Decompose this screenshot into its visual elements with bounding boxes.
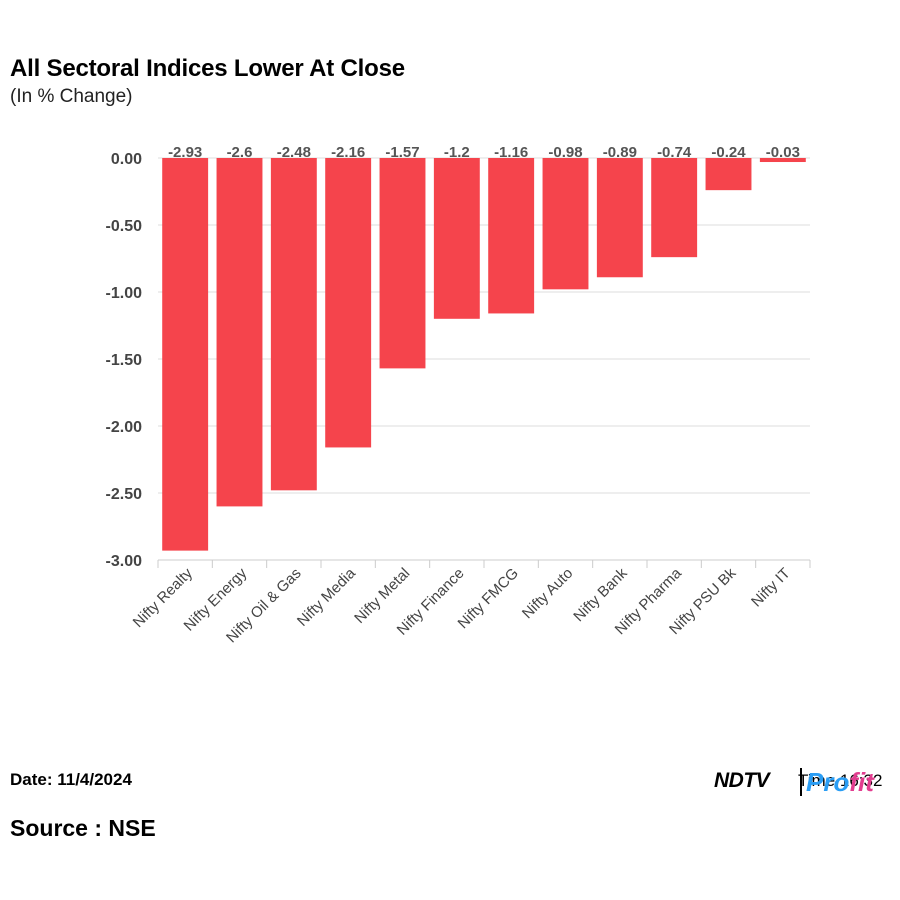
bar (216, 158, 263, 507)
y-tick-label: -2.00 (106, 419, 143, 436)
x-tick-label: Nifty IT (748, 565, 794, 611)
y-tick-label: -3.00 (106, 553, 143, 570)
value-labels: -2.93 -2.6 -2.48 -2.16 -1.57 -1.2 -1.16 -0.98 -0… (168, 144, 800, 161)
bar (542, 158, 589, 290)
value-label: -2.48 (277, 144, 311, 161)
value-label: -2.6 (227, 144, 253, 161)
value-label: -1.57 (385, 144, 419, 161)
bars (162, 158, 806, 551)
source-label: Source : NSE (10, 815, 156, 841)
bar (379, 158, 426, 369)
bar (596, 158, 643, 278)
bar (759, 158, 806, 163)
value-label: -0.74 (657, 144, 692, 161)
bar (705, 158, 752, 191)
value-label: -0.03 (766, 144, 800, 161)
value-label: -1.16 (494, 144, 528, 161)
chart-subtitle: (In % Change) (10, 86, 133, 107)
value-label: -2.16 (331, 144, 365, 161)
time-label: Time 16:32 (798, 771, 883, 790)
chart-title: All Sectoral Indices Lower At Close (10, 55, 405, 82)
y-tick-label: -0.50 (106, 218, 143, 235)
y-tick-label: -2.50 (106, 486, 143, 503)
logo-ndtv-text: NDTV (714, 769, 770, 792)
bar (325, 158, 372, 448)
logo-divider (800, 768, 802, 796)
x-tick-label: Nifty Media (294, 564, 360, 630)
logo-profit-a: Pro (806, 767, 850, 797)
bar (488, 158, 535, 314)
ndtv-profit-logo: NDTV Time 16:32 Profit (714, 767, 894, 797)
date-label: Date: 11/4/2024 (10, 770, 132, 789)
bar (162, 158, 209, 551)
value-label: -2.93 (168, 144, 202, 161)
value-label: -0.89 (603, 144, 637, 161)
logo-profit-b: fit (849, 767, 874, 797)
y-tick-label: -1.00 (106, 285, 143, 302)
value-label: -0.24 (711, 144, 746, 161)
bar (270, 158, 317, 491)
bar-chart: 0.00 -0.50 -1.00 -1.50 -2.00 -2.50 -3.00 -2.93… (106, 144, 811, 646)
x-tick-label: Nifty Auto (519, 565, 576, 622)
value-label: -0.98 (548, 144, 582, 161)
bar (651, 158, 698, 258)
y-tick-label: -1.50 (106, 352, 143, 369)
value-label: -1.2 (444, 144, 470, 161)
y-axis: 0.00 -0.50 -1.00 -1.50 -2.00 -2.50 -3.00 (106, 151, 143, 570)
y-tick-label: 0.00 (111, 151, 142, 168)
bar (433, 158, 480, 319)
logo-profit-text: Profit (806, 767, 874, 798)
